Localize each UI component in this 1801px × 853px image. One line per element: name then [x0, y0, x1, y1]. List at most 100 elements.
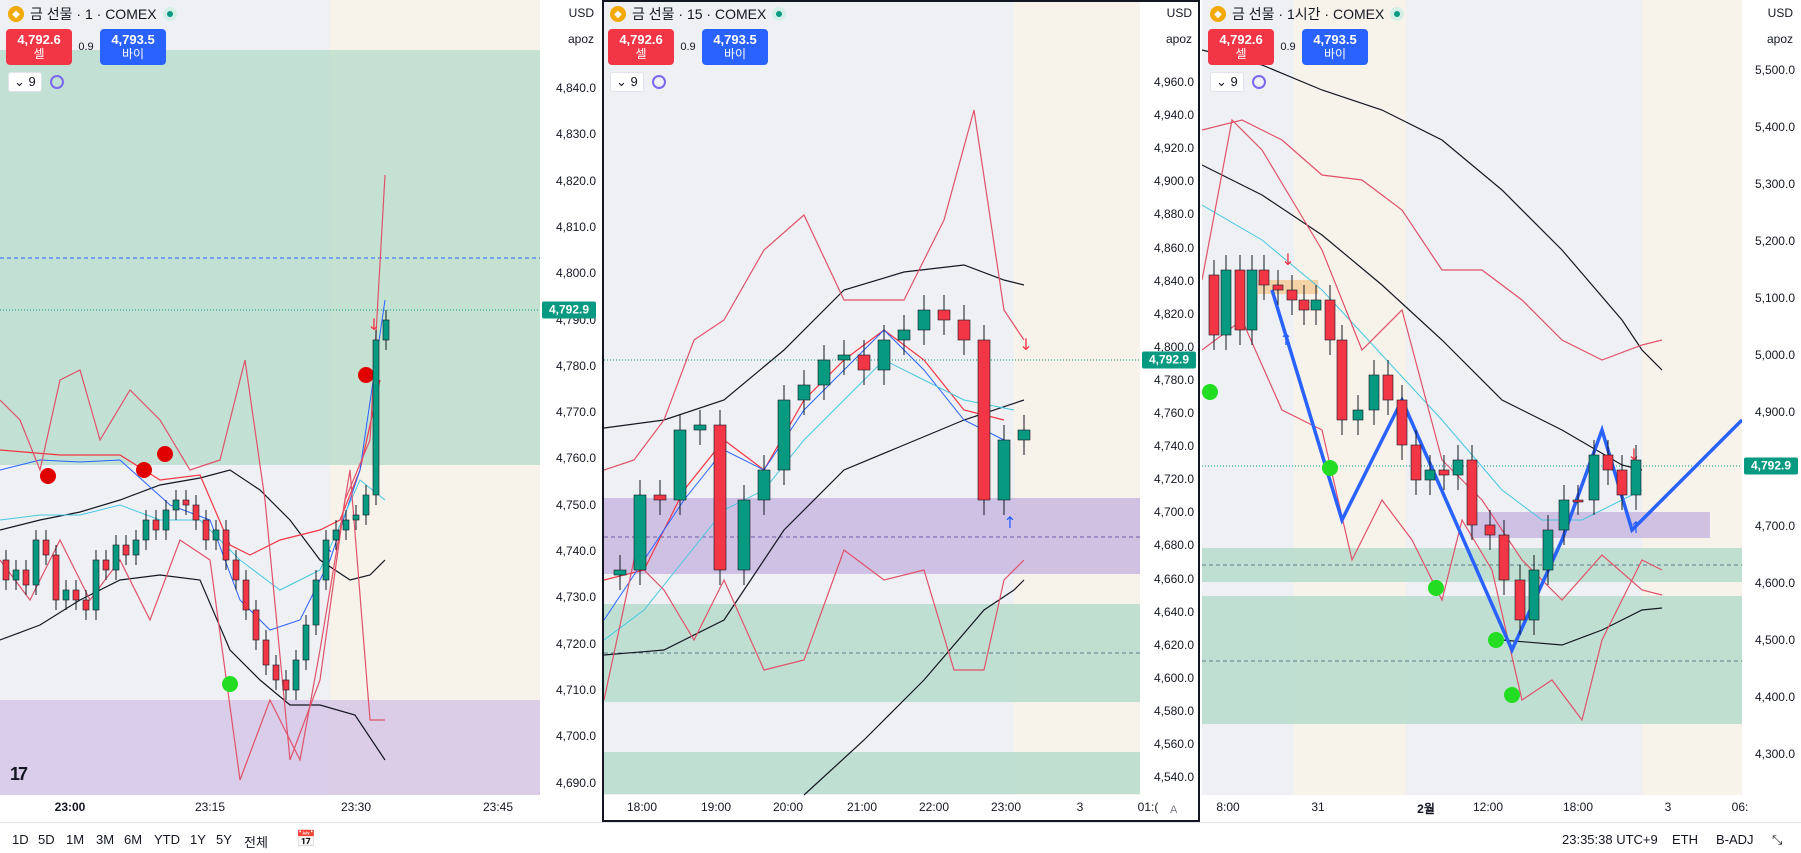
- chart-title[interactable]: 금 선물 · 1시간 · COMEX: [1232, 6, 1385, 22]
- down-arrow-icon: ↓: [1627, 445, 1640, 464]
- candle-body: [262, 639, 270, 666]
- up-arrow-icon: ↑: [1279, 330, 1292, 349]
- chart-pane-1h[interactable]: ↓ ↑ ↓ ↑ ◆ 금 선물 · 1시간 · COMEX 4,792.6 셀 0.9 4…: [1202, 0, 1742, 820]
- fullscreen-icon[interactable]: ⤡: [1772, 832, 1783, 847]
- currency-select[interactable]: USD: [1162, 4, 1196, 22]
- price-axis-15m[interactable]: USD apoz 4,960.0 4,940.0 4,920.0 4,900.0 4,8…: [1140, 0, 1200, 820]
- time-axis-15m[interactable]: 18:00 19:00 20:00 21:00 22:00 23:00 3 01:( A: [604, 796, 1200, 818]
- chart-canvas-15m[interactable]: ↓↑: [604, 0, 1140, 820]
- price-tick-label: 4,700.0: [555, 729, 596, 744]
- range-button-3m[interactable]: 3M: [96, 832, 115, 847]
- candle-body: [673, 429, 687, 501]
- down-arrow-icon: ↓: [1019, 335, 1032, 354]
- sync-icon[interactable]: [651, 75, 666, 89]
- time-tick-label: 23:30: [340, 800, 372, 814]
- chart-canvas-1h[interactable]: ↓ ↑ ↓ ↑: [1202, 0, 1742, 820]
- chart-title[interactable]: 금 선물 · 15 · COMEX: [632, 6, 767, 22]
- candle-body: [362, 494, 370, 516]
- currency-select[interactable]: USD: [564, 4, 598, 22]
- candle-body: [12, 569, 20, 581]
- market-open-icon: [1390, 7, 1405, 21]
- range-button-1y[interactable]: 1Y: [190, 832, 206, 847]
- signal-dot: [136, 462, 152, 478]
- buy-button[interactable]: 4,793.5 바이: [100, 29, 166, 65]
- gold-symbol-icon: ◆: [1210, 6, 1226, 22]
- buy-button[interactable]: 4,793.5 바이: [1302, 29, 1368, 65]
- time-tick-label: 23:00: [54, 800, 86, 814]
- candle-body: [633, 494, 647, 571]
- price-tick-label: 4,940.0: [1153, 108, 1194, 123]
- gold-symbol-icon: ◆: [610, 6, 626, 22]
- candle-body: [1542, 529, 1554, 571]
- indicators-toggle[interactable]: ⌄ 9: [8, 72, 42, 92]
- candle-body: [1602, 454, 1614, 471]
- range-button-1d[interactable]: 1D: [12, 832, 29, 847]
- session-toggle[interactable]: ETH: [1672, 832, 1698, 847]
- price-tick-label: 4,810.0: [555, 219, 596, 234]
- spread-value: 0.9: [1280, 41, 1296, 53]
- last-price-tag: 4,792.9: [1142, 351, 1196, 369]
- candle-body: [777, 399, 791, 471]
- clock[interactable]: 23:35:38 UTC+9: [1562, 832, 1658, 847]
- chart-mark: [803, 579, 1025, 796]
- up-arrow-icon: ↑: [1003, 513, 1016, 532]
- candle-body: [1298, 299, 1310, 311]
- sync-icon[interactable]: [1251, 75, 1266, 89]
- chart-mark: [1202, 319, 1663, 722]
- price-tick-label: 4,820.0: [1153, 306, 1194, 321]
- range-button-5y[interactable]: 5Y: [216, 832, 232, 847]
- sync-icon[interactable]: [49, 75, 64, 89]
- candle-body: [1272, 284, 1284, 291]
- time-tick-label: 21:00: [846, 800, 878, 814]
- last-price-tag: 4,792.9: [542, 301, 596, 319]
- sell-button[interactable]: 4,792.6 셀: [608, 29, 674, 65]
- auto-scale-button[interactable]: A: [1170, 804, 1178, 816]
- indicators-toggle[interactable]: ⌄ 9: [1210, 72, 1244, 92]
- candle-body: [1466, 459, 1478, 526]
- range-button-전체[interactable]: 전체: [244, 835, 268, 850]
- price-tick-label: 5,500.0: [1754, 63, 1795, 77]
- price-axis-1h[interactable]: USD apoz 5,500.0 5,400.0 5,300.0 5,200.0 5,1…: [1742, 0, 1801, 820]
- unit-select[interactable]: apoz: [563, 30, 598, 48]
- spread-value: 0.9: [680, 41, 696, 53]
- chart-pane-15m[interactable]: ↓ ↑ ◆ 금 선물 · 15 · COMEX 4,792.6 셀 0.9 4,79…: [604, 0, 1140, 820]
- candle-body: [332, 529, 340, 541]
- price-tick-label: 4,760.0: [1153, 406, 1194, 420]
- time-axis-1h[interactable]: 8:00 31 2월 12:00 18:00 3 06:: [1202, 796, 1801, 818]
- buy-button[interactable]: 4,793.5 바이: [702, 29, 768, 65]
- tradingview-logo: 17: [10, 764, 28, 784]
- gold-symbol-icon: ◆: [8, 6, 24, 22]
- price-tick-label: 4,860.0: [1153, 240, 1194, 255]
- down-arrow-icon: ↓: [1281, 250, 1294, 269]
- range-button-6m[interactable]: 6M: [124, 832, 143, 847]
- price-tick-label: 4,830.0: [555, 127, 596, 142]
- calendar-icon[interactable]: 📅: [296, 831, 316, 848]
- unit-select[interactable]: apoz: [1762, 30, 1797, 48]
- range-button-5d[interactable]: 5D: [38, 832, 55, 847]
- sell-button[interactable]: 4,792.6 셀: [6, 29, 72, 65]
- indicators-toggle[interactable]: ⌄ 9: [610, 72, 644, 92]
- unit-select[interactable]: apoz: [1161, 30, 1196, 48]
- price-axis-1m[interactable]: USD apoz 4,840.0 4,830.0 4,820.0 4,810.0 4,8…: [540, 0, 602, 820]
- chart-mark: [604, 109, 1025, 471]
- currency-select[interactable]: USD: [1763, 4, 1797, 22]
- time-tick-label: 23:00: [990, 800, 1022, 814]
- adjustment-toggle[interactable]: B-ADJ: [1716, 832, 1754, 847]
- sell-button[interactable]: 4,792.6 셀: [1208, 29, 1274, 65]
- chart-title[interactable]: 금 선물 · 1 · COMEX: [30, 6, 157, 22]
- candle-body: [877, 339, 891, 371]
- time-axis-1m[interactable]: 23:00 23:15 23:30 23:45: [0, 796, 602, 818]
- candle-body: [212, 529, 220, 541]
- range-button-1m[interactable]: 1M: [66, 832, 85, 847]
- candle-body: [1438, 469, 1450, 476]
- price-tick-label: 4,560.0: [1153, 737, 1194, 751]
- candle-body: [62, 589, 70, 601]
- time-tick-label: 31: [1311, 800, 1325, 814]
- candle-body: [1410, 444, 1422, 481]
- range-button-ytd[interactable]: YTD: [154, 832, 180, 847]
- price-tick-label: 4,760.0: [555, 451, 596, 466]
- chart-canvas-1m[interactable]: ↓↑: [0, 0, 540, 820]
- price-tick-label: 4,300.0: [1754, 747, 1795, 761]
- chart-pane-1m[interactable]: ↓↑ ◆ 금 선물 · 1 · COMEX 4,792.6셀 0.9 4,793…: [0, 0, 540, 820]
- candle-body: [937, 309, 951, 321]
